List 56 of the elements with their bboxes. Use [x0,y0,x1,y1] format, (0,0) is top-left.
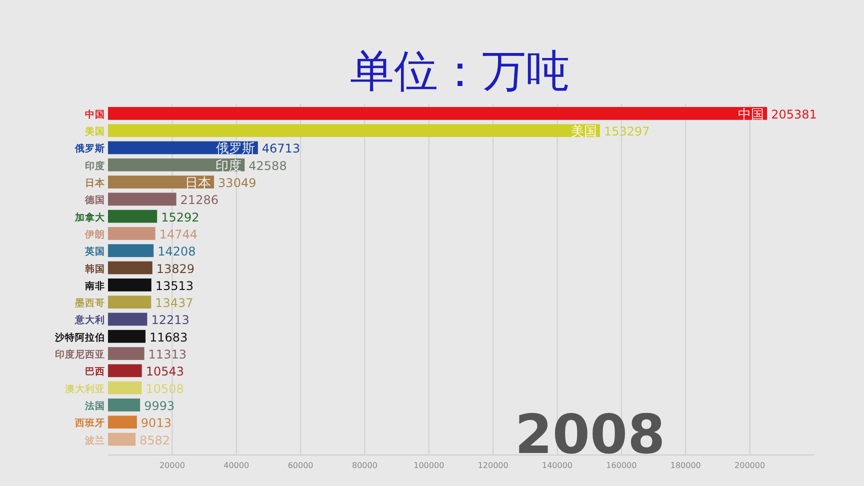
data-label: 11313 [148,348,186,362]
x-tick-label: 120000 [478,461,508,470]
data-label: 9013 [140,416,172,430]
x-tick-label: 180000 [670,461,701,470]
data-label: 10543 [146,364,184,379]
x-tick-label: 200000 [734,461,766,470]
y-tick-label: 墨西哥 [74,297,105,310]
category-label: 中国 [738,107,764,122]
data-label: 8582 [140,433,170,448]
y-tick-label: 澳大利亚 [64,382,105,395]
x-tick-label: 80000 [352,461,378,470]
y-tick-label: 印度 [85,160,105,172]
data-label: 205381 [771,107,817,122]
y-tick-label: 西班牙 [74,417,105,430]
y-tick-label: 韩国 [84,262,105,275]
category-label: 日本 [185,176,212,192]
data-label: 10508 [146,382,184,396]
y-tick-label: 日本 [85,177,106,190]
y-tick-label: 印度尼西亚 [55,348,105,361]
y-tick-label: 中国 [85,108,105,120]
x-tick-label: 160000 [606,461,637,470]
data-label: 46713 [262,142,300,156]
y-tick-label: 巴西 [85,366,105,378]
y-tick-label: 俄罗斯 [74,142,105,155]
x-tick-label: 100000 [414,461,444,470]
y-tick-label: 英国 [84,246,105,258]
y-tick-label: 意大利 [74,314,105,326]
title: 单位：万吨 [350,46,570,97]
y-tick-label: 法国 [84,400,105,412]
x-tick-label: 20000 [159,461,185,470]
data-label: 13513 [155,278,194,293]
y-tick-label: 南非 [84,280,105,292]
data-label: 21286 [180,193,218,208]
y-tick-label: 德国 [84,194,105,206]
y-tick-label: 波兰 [84,434,105,446]
data-label: 11683 [149,330,188,344]
data-label: 15292 [161,210,200,224]
data-label: 14744 [159,227,198,242]
data-label: 9993 [144,398,175,413]
data-label: 153297 [604,124,650,139]
x-tick-label: 60000 [288,461,314,470]
y-tick-label: 沙特阿拉伯 [54,331,105,344]
y-tick-label: 美国 [84,126,105,138]
data-label: 33049 [218,176,256,190]
data-label: 12213 [151,313,190,328]
category-label: 印度 [216,158,242,174]
y-tick-label: 加拿大 [74,211,106,224]
category-label: 美国 [570,124,597,140]
data-label: 14208 [158,244,196,259]
data-label: 13437 [155,296,194,310]
x-tick-label: 40000 [224,461,250,470]
data-label: 13829 [156,262,195,276]
category-label: 俄罗斯 [216,142,255,157]
y-tick-label: 伊朗 [84,228,105,240]
x-tick-label: 140000 [542,461,573,470]
data-label: 42588 [248,158,287,173]
